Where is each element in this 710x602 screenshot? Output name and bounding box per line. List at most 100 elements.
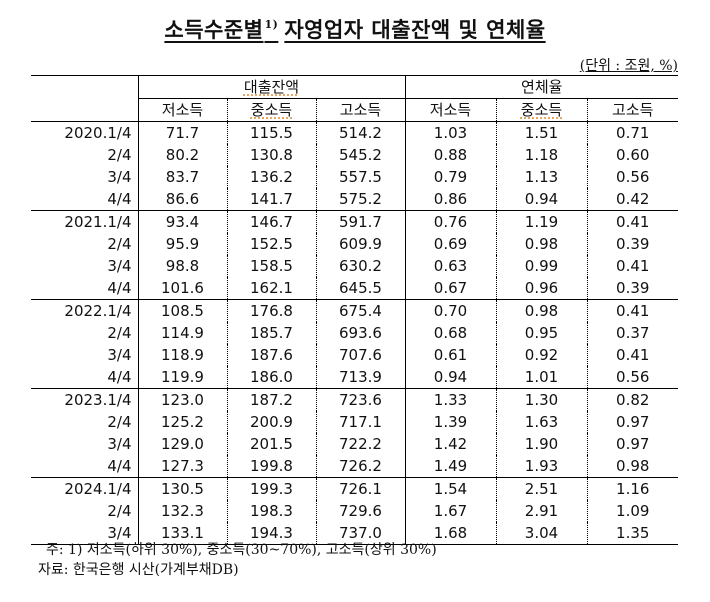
period-cell: 4/4 — [31, 366, 139, 389]
loan-high-cell: 693.6 — [316, 322, 406, 344]
delinq-low-cell: 1.68 — [405, 522, 497, 545]
loan-mid-cell: 162.1 — [227, 277, 317, 300]
delinq-low-cell: 1.67 — [405, 500, 497, 522]
delinq-mid-cell: 1.19 — [496, 210, 588, 233]
delinq-low-cell: 1.39 — [405, 411, 497, 433]
period-cell: 2/4 — [31, 233, 139, 255]
loan-low-cell: 132.3 — [138, 500, 228, 522]
delinq-low-cell: 0.88 — [405, 144, 497, 166]
delinq-high-cell: 1.09 — [616, 502, 650, 520]
col-header-delinq-low: 저소득 — [405, 98, 497, 122]
delinq-high-cell: 0.97 — [616, 413, 650, 431]
loan-mid-cell: 199.3 — [227, 477, 317, 500]
loan-high-cell: 591.7 — [316, 210, 406, 233]
delinq-mid-cell: 1.90 — [496, 433, 588, 455]
delinq-high-cell: 0.41 — [616, 302, 650, 320]
table-row: 2/4 80.2 130.8 545.2 0.88 1.18 0.60 — [31, 144, 678, 166]
loan-high-cell: 630.2 — [316, 255, 406, 277]
source-note: 자료: 한국은행 시산(가계부채DB) — [38, 562, 239, 578]
period-cell: 3/4 — [31, 433, 139, 455]
period-cell: 2/4 — [31, 411, 139, 433]
delinq-high-cell: 0.37 — [616, 324, 650, 342]
delinq-low-cell: 0.70 — [405, 299, 497, 322]
loan-mid-cell: 146.7 — [227, 210, 317, 233]
loan-low-cell: 123.0 — [138, 388, 228, 411]
delinq-high-cell: 0.56 — [587, 366, 678, 389]
delinq-mid-cell: 0.99 — [496, 255, 588, 277]
table-row: 3/4 98.8 158.5 630.2 0.63 0.99 0.41 — [31, 255, 678, 277]
loan-mid-cell: 194.3 — [227, 522, 317, 545]
table-row: 2/4 95.9 152.5 609.9 0.69 0.98 0.39 — [31, 233, 678, 255]
loan-low-cell: 101.6 — [138, 277, 228, 300]
delinq-low-cell: 0.79 — [405, 166, 497, 188]
loan-high-cell: 557.5 — [316, 166, 406, 188]
loan-low-cell: 98.8 — [138, 255, 228, 277]
delinq-mid-cell: 0.94 — [496, 188, 588, 211]
delinq-high-cell: 0.39 — [616, 235, 650, 253]
loan-high-cell: 726.2 — [316, 455, 406, 478]
delinq-mid-cell: 1.63 — [496, 411, 588, 433]
group-header-loan-balance: 대출잔액 — [138, 75, 406, 99]
delinq-high-cell: 0.41 — [616, 346, 650, 364]
table-row: 2020.1/4 71.7 115.5 514.2 1.03 1.51 0.71 — [31, 121, 678, 144]
loan-mid-cell: 115.5 — [227, 121, 317, 144]
delinq-low-cell: 0.76 — [405, 210, 497, 233]
loan-high-cell: 717.1 — [316, 411, 406, 433]
loan-mid-cell: 136.2 — [227, 166, 317, 188]
unit-label: (단위 : 조원, %) — [579, 58, 678, 74]
delinq-low-cell: 0.94 — [405, 366, 497, 389]
loan-mid-cell: 199.8 — [227, 455, 317, 478]
loan-high-cell: 726.1 — [316, 477, 406, 500]
table-row: 4/4 86.6 141.7 575.2 0.86 0.94 0.42 — [31, 188, 678, 211]
period-cell: 3/4 — [31, 344, 139, 366]
loan-high-cell: 713.9 — [316, 366, 406, 389]
table-row: 3/4 133.1 194.3 737.0 1.68 3.04 1.35 — [31, 522, 678, 545]
col-header-delinq-high: 고소득 — [587, 98, 678, 122]
delinq-high-cell: 1.16 — [616, 480, 650, 498]
loan-mid-cell: 201.5 — [227, 433, 317, 455]
period-cell: 4/4 — [31, 277, 139, 300]
table-row: 2023.1/4 123.0 187.2 723.6 1.33 1.30 0.82 — [31, 388, 678, 411]
period-cell: 2021.1/4 — [31, 210, 139, 233]
loan-mid-cell: 158.5 — [227, 255, 317, 277]
title-main: 소득수준별 — [164, 17, 264, 42]
delinq-high-cell: 0.41 — [616, 257, 650, 275]
loan-mid-cell: 186.0 — [227, 366, 317, 389]
delinq-high-cell: 0.98 — [587, 455, 678, 478]
footnotes: 주: 1) 저소득(하위 30%), 중소득(30~70%), 고소득(상위 3… — [38, 540, 437, 580]
delinq-high-cell: 0.97 — [616, 435, 650, 453]
col-header-loan-low: 저소득 — [138, 98, 228, 122]
loan-mid-cell: 187.2 — [227, 388, 317, 411]
loan-mid-cell: 185.7 — [227, 322, 317, 344]
loan-delinquency-table: 대출잔액 연체율 저소득 중소득 고소득 저소득 중소득 고소득 2020.1/… — [31, 75, 678, 545]
delinq-low-cell: 1.03 — [405, 121, 497, 144]
period-cell: 3/4 — [31, 255, 139, 277]
loan-low-cell: 86.6 — [138, 188, 228, 211]
loan-low-cell: 93.4 — [138, 210, 228, 233]
loan-low-cell: 129.0 — [138, 433, 228, 455]
loan-high-cell: 645.5 — [316, 277, 406, 300]
footnote-income-definition: 주: 1) 저소득(하위 30%), 중소득(30~70%), 고소득(상위 3… — [46, 542, 437, 558]
loan-low-cell: 95.9 — [138, 233, 228, 255]
delinq-mid-cell: 1.18 — [496, 144, 588, 166]
page-title: 소득수준별1) 자영업자 대출잔액 및 연체율 — [0, 14, 710, 44]
delinq-mid-cell: 0.98 — [496, 299, 588, 322]
loan-low-cell: 80.2 — [138, 144, 228, 166]
loan-mid-cell: 141.7 — [227, 188, 317, 211]
delinq-high-cell: 0.39 — [587, 277, 678, 300]
loan-mid-cell: 198.3 — [227, 500, 317, 522]
period-cell: 2/4 — [31, 144, 139, 166]
period-cell: 2024.1/4 — [31, 477, 139, 500]
delinq-high-cell: 1.35 — [587, 522, 678, 545]
delinq-mid-cell: 0.96 — [496, 277, 588, 300]
loan-mid-cell: 200.9 — [227, 411, 317, 433]
loan-mid-cell: 176.8 — [227, 299, 317, 322]
loan-low-cell: 130.5 — [138, 477, 228, 500]
delinq-mid-cell: 1.93 — [496, 455, 588, 478]
period-cell: 4/4 — [31, 188, 139, 211]
delinq-high-cell: 0.71 — [616, 124, 650, 142]
period-header — [31, 75, 139, 122]
delinq-low-cell: 1.42 — [405, 433, 497, 455]
loan-low-cell: 114.9 — [138, 322, 228, 344]
loan-high-cell: 675.4 — [316, 299, 406, 322]
